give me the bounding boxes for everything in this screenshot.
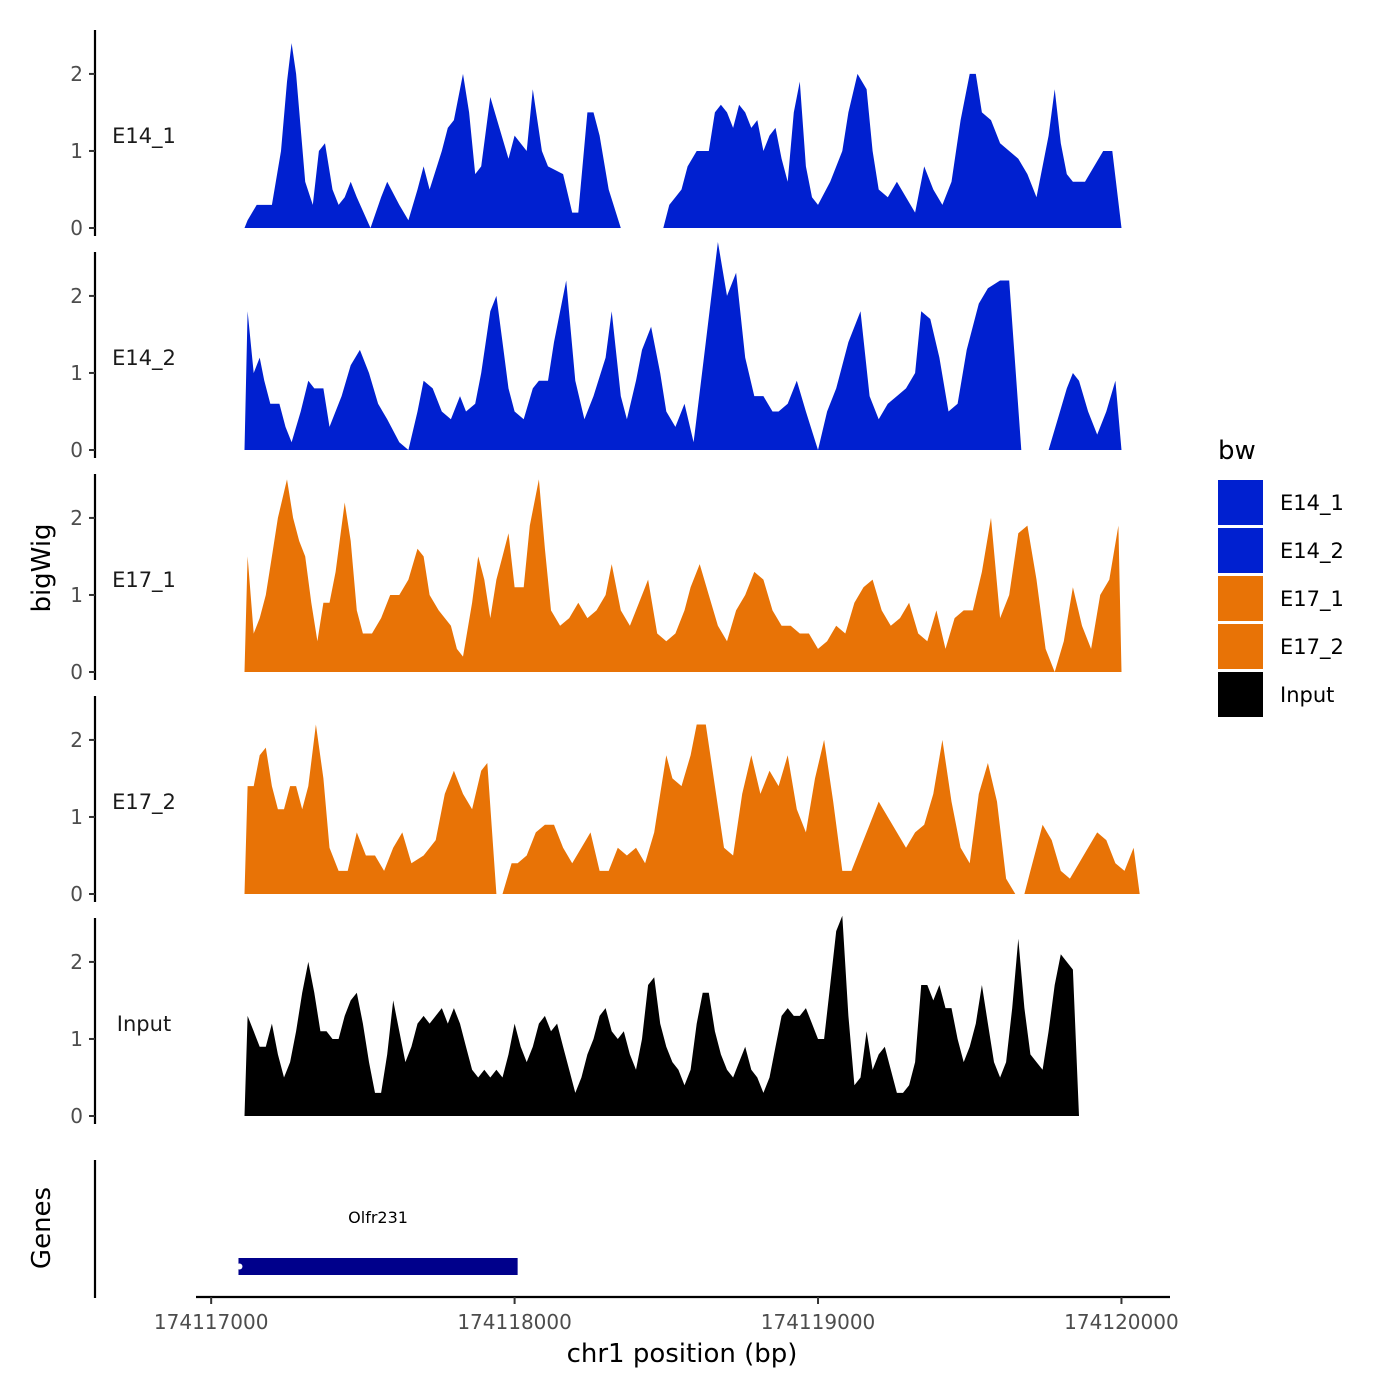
x-tick-label: 174118000 [457, 1310, 572, 1334]
legend-label: E14_1 [1280, 491, 1344, 516]
legend-label: E17_2 [1280, 635, 1344, 660]
legend-entry: E17_1 [1218, 576, 1344, 621]
y-tick-label: 1 [70, 139, 83, 163]
legend-label: E17_1 [1280, 587, 1344, 612]
legend-swatch [1218, 576, 1263, 621]
track-label: E17_2 [112, 790, 176, 815]
coverage-area-e14-2 [1048, 373, 1122, 450]
coverage-area-e17-2 [502, 724, 1016, 894]
y-tick-label: 0 [70, 882, 83, 906]
coverage-area-e14-1 [663, 73, 1122, 229]
x-tick-label: 174120000 [1064, 1310, 1179, 1334]
legend-label: E14_2 [1280, 539, 1344, 564]
x-tick-label: 174119000 [761, 1310, 876, 1334]
y-tick-label: 0 [70, 216, 83, 240]
coverage-area-e17-2 [1024, 824, 1140, 894]
legend-swatch [1218, 624, 1263, 669]
legend-swatch [1218, 672, 1263, 717]
y-tick-label: 2 [70, 506, 83, 530]
y-tick-label: 2 [70, 62, 83, 86]
y-tick-label: 0 [70, 660, 83, 684]
coverage-area-e17-2 [244, 724, 497, 894]
track-e14-2: 0 1 2 E14_2 [70, 242, 1122, 462]
legend-label: Input [1280, 683, 1334, 707]
y-tick-label: 0 [70, 438, 83, 462]
track-e17-1: 0 1 2 E17_1 [70, 474, 1122, 684]
y-tick-label: 1 [70, 361, 83, 385]
coverage-area-input [244, 915, 1079, 1116]
track-input: 0 1 2 Input [70, 915, 1079, 1128]
gene-strand-marker [236, 1263, 243, 1270]
track-panels: 0 1 2 E14_1 0 1 2 E14_2 0 1 2 E17_1 0 1 2 E17_2 0 1 2 Input [70, 30, 1140, 1128]
coverage-area-e14-1 [244, 43, 621, 228]
legend-entry: E14_2 [1218, 528, 1344, 573]
legend-title: bw [1218, 436, 1256, 466]
x-tick-label: 174117000 [154, 1310, 269, 1334]
legend-entry: E17_2 [1218, 624, 1344, 669]
y-axis-title: bigWig [27, 523, 57, 612]
y-tick-label: 2 [70, 284, 83, 308]
legend-swatch [1218, 528, 1263, 573]
track-label: E14_2 [112, 346, 176, 371]
gene-body [238, 1258, 518, 1275]
x-axis-title: chr1 position (bp) [567, 1339, 798, 1369]
y-tick-label: 1 [70, 583, 83, 607]
genes-axis-title: Genes [27, 1187, 57, 1269]
x-axis: 174117000 174118000 174119000 174120000 [154, 1295, 1179, 1334]
y-tick-label: 1 [70, 805, 83, 829]
legend-entry: E14_1 [1218, 480, 1344, 525]
y-tick-label: 0 [70, 1104, 83, 1128]
legend-entry: Input [1218, 672, 1334, 717]
legend-swatch [1218, 480, 1263, 525]
coverage-area-e14-2 [244, 242, 1022, 450]
track-label: E17_1 [112, 568, 176, 593]
legend: bw E14_1 E14_2 E17_1 E17_2 Input [1218, 436, 1344, 717]
genes-panel: Olfr231 [93, 1160, 518, 1298]
y-tick-label: 2 [70, 728, 83, 752]
gene-label: Olfr231 [348, 1208, 408, 1227]
coverage-area-e17-1 [244, 479, 1122, 672]
track-e14-1: 0 1 2 E14_1 [70, 30, 1122, 240]
y-tick-label: 2 [70, 950, 83, 974]
track-label: Input [117, 1012, 171, 1036]
track-label: E14_1 [112, 124, 176, 149]
y-tick-label: 1 [70, 1027, 83, 1051]
track-e17-2: 0 1 2 E17_2 [70, 696, 1140, 906]
